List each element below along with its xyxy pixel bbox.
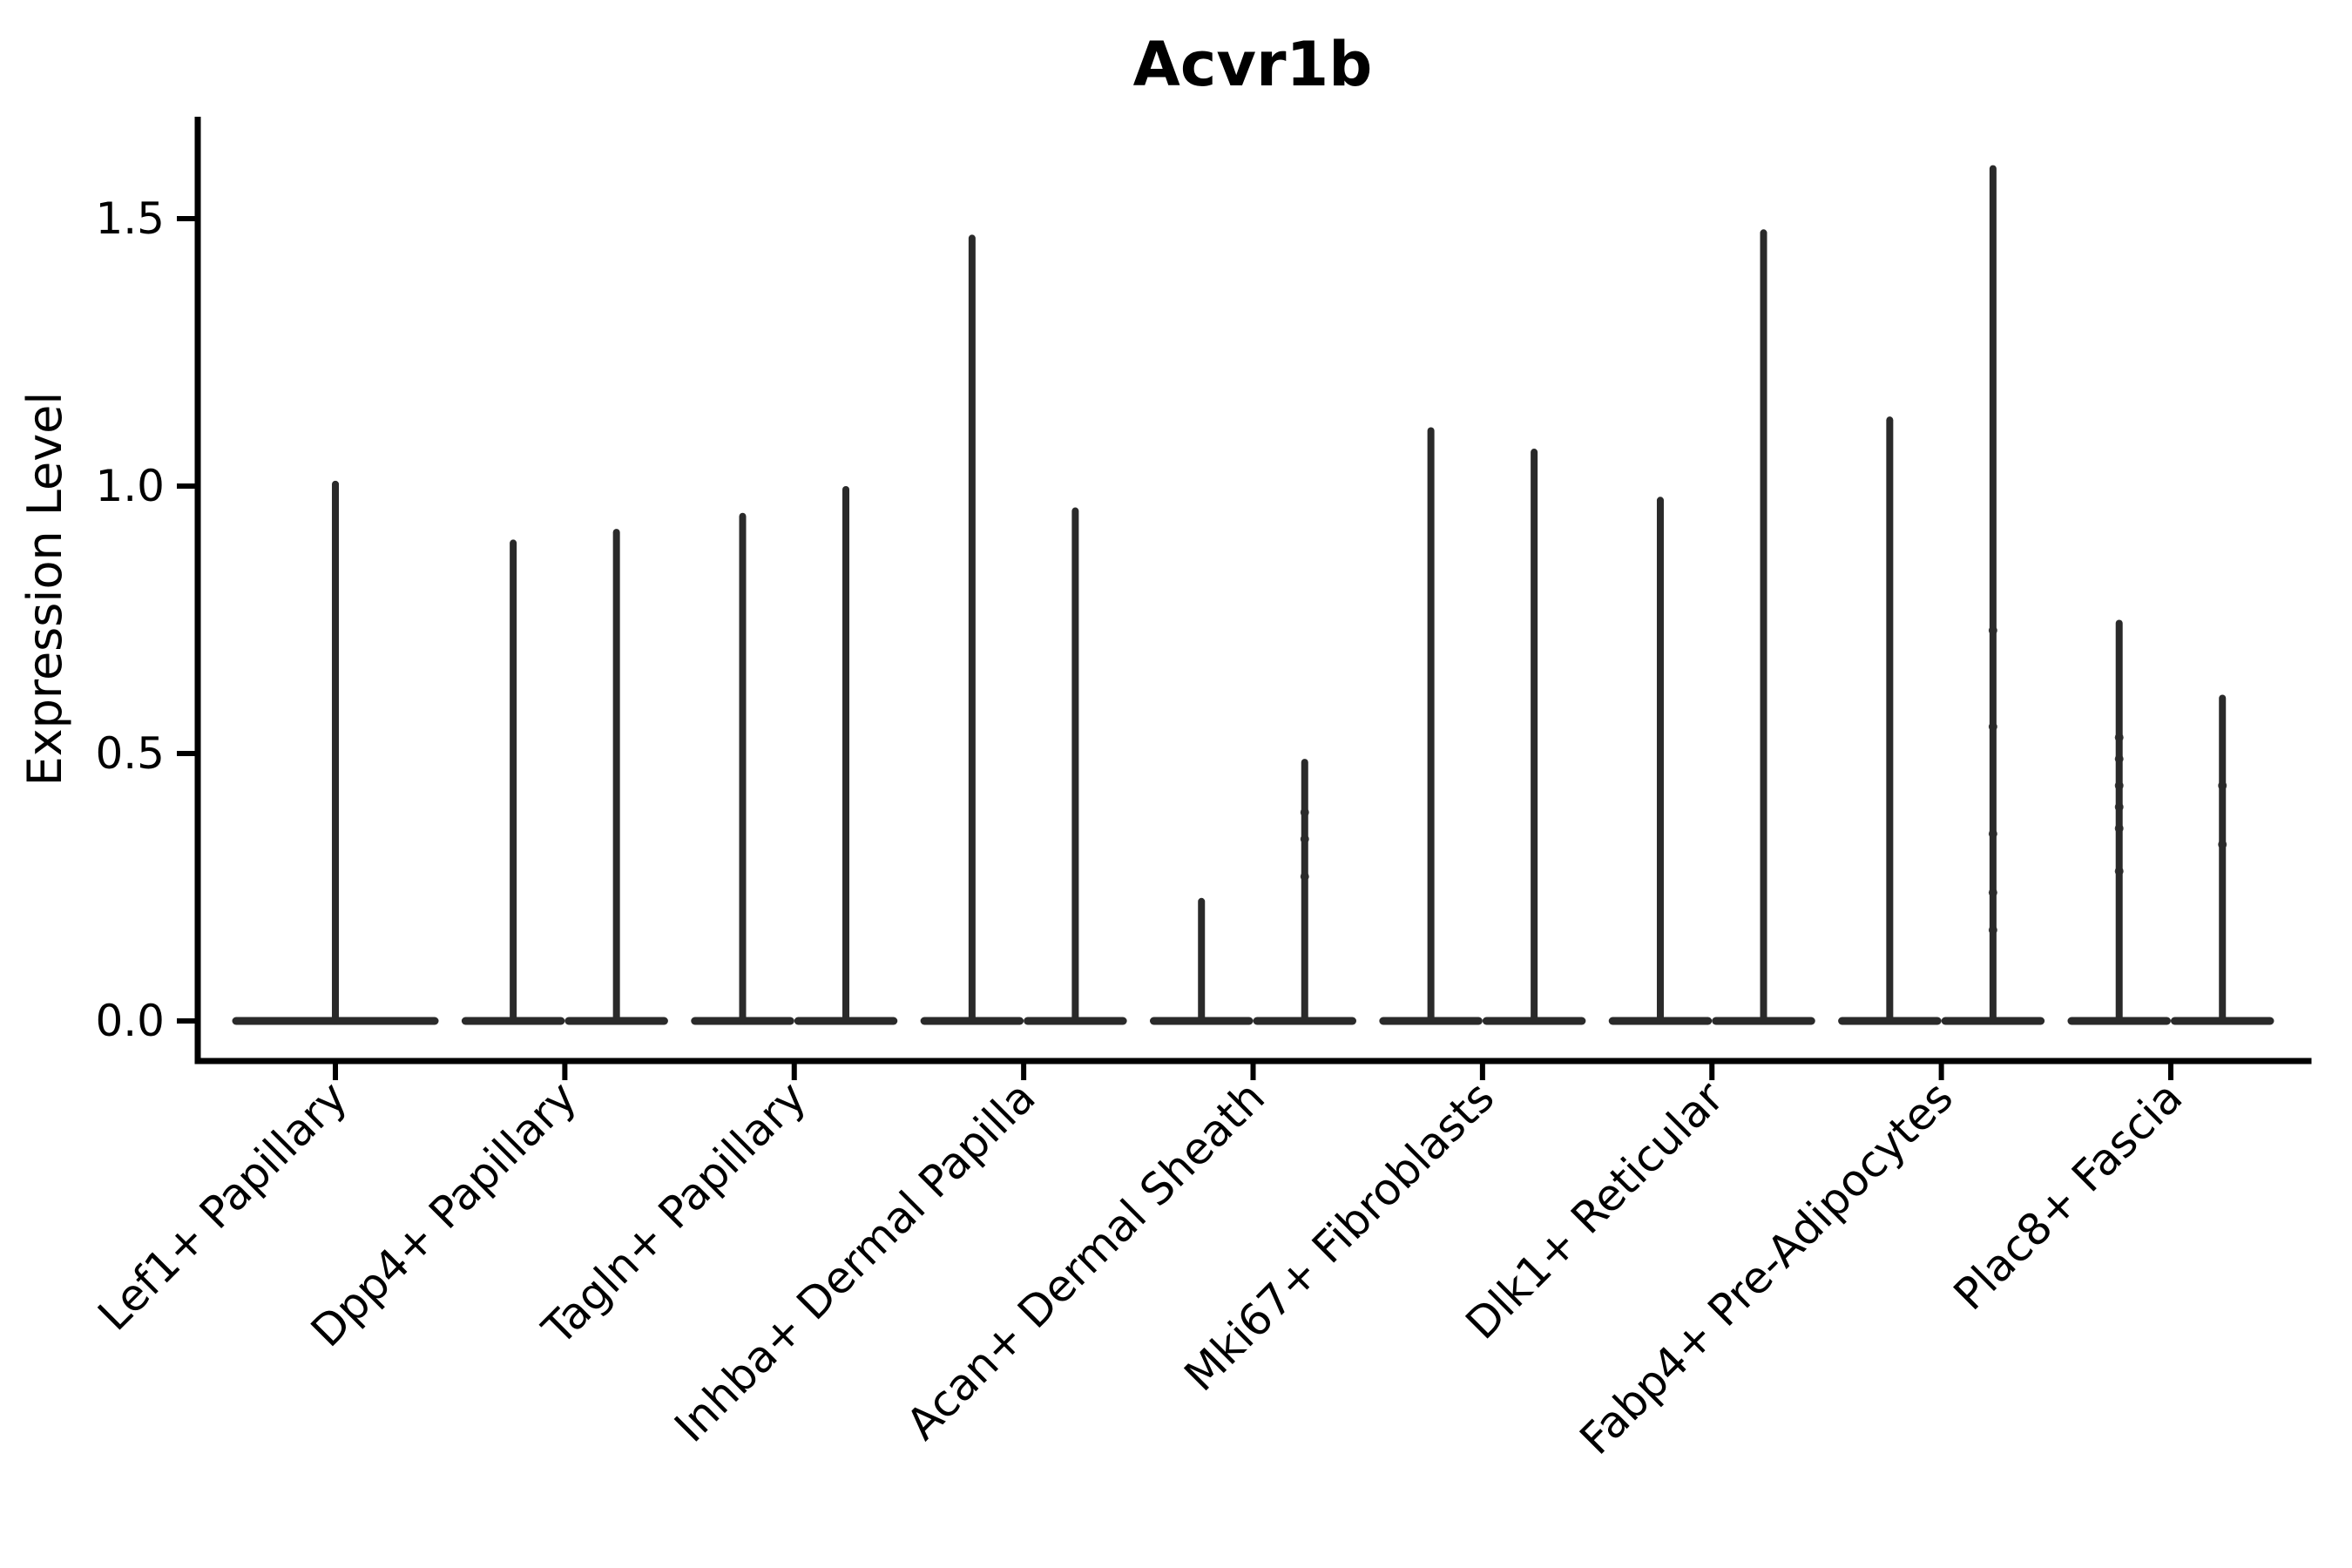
violin-tail [612,529,620,1024]
y-axis-ticks: 0.0 0.5 1.0 1.5 [95,193,198,1046]
x-tick-mark [1021,1061,1027,1080]
cell-point [2114,781,2124,790]
y-tick-mark [177,483,198,489]
violin-category [691,486,898,1025]
cell-point [1988,829,1997,839]
x-tick-mark [1250,1061,1256,1080]
cell-point [2218,840,2227,849]
cell-point [1988,925,1997,935]
violin-category [920,234,1127,1025]
violin-tail [739,512,747,1024]
x-tick-mark [791,1061,797,1080]
violin-tail [510,539,517,1024]
violin-category [1838,165,2045,1025]
x-tick-mark [1938,1061,1944,1080]
cell-point [1300,808,1309,817]
x-tick-label: Plac8+ Fascia [1944,1071,2193,1320]
violin-tail [332,480,340,1024]
x-tick-label: Lef1+ Papillary [88,1071,356,1340]
cell-point [1300,872,1309,882]
cell-point [1988,888,1997,897]
violin-tail [2115,619,2123,1024]
chart-title: Acvr1b [1133,29,1373,100]
violin-tail [1760,229,1767,1024]
y-tick-label: 0.0 [95,996,165,1046]
cell-point [1988,722,1997,732]
violin-tail [1198,897,1206,1024]
violin-tail [1886,416,1894,1024]
y-tick-label: 0.5 [95,728,165,779]
cell-point [1988,625,1997,635]
violin-category [461,529,668,1025]
cell-point [2114,754,2124,764]
violin-category [1149,759,1357,1025]
violin-tail [1531,449,1538,1024]
cell-point [2114,802,2124,812]
violin-tail [1656,497,1664,1024]
y-tick-mark [177,216,198,221]
cell-point [1300,835,1309,844]
cell-point [2114,823,2124,833]
cell-point [2218,781,2227,790]
violin-category [232,480,439,1025]
violin-category [1379,427,1586,1025]
violin-glyphs [232,165,2274,1025]
violin-tail [1071,507,1079,1024]
y-axis-title: Expression Level [17,392,72,787]
violin-tail [842,486,850,1024]
violin-tail [1301,759,1308,1024]
violin-tail [1427,427,1435,1025]
x-tick-mark [2167,1061,2173,1080]
cell-point [2114,867,2124,876]
violin-tail [1989,165,1997,1025]
y-tick-label: 1.5 [95,193,165,244]
violin-category [2067,619,2274,1025]
violin-tail [968,234,976,1024]
x-tick-label: Fabp4+ Pre-Adipocytes [1571,1071,1963,1464]
x-tick-mark [1479,1061,1485,1080]
violin-category [1608,229,1815,1025]
y-tick-mark [177,1018,198,1024]
x-tick-mark [333,1061,339,1080]
violin-tail [2219,694,2227,1024]
y-tick-mark [177,751,198,756]
x-tick-mark [1709,1061,1715,1080]
x-tick-mark [562,1061,568,1080]
y-tick-label: 1.0 [95,461,165,511]
cell-point [2114,733,2124,742]
y-axis-spine [194,117,201,1064]
